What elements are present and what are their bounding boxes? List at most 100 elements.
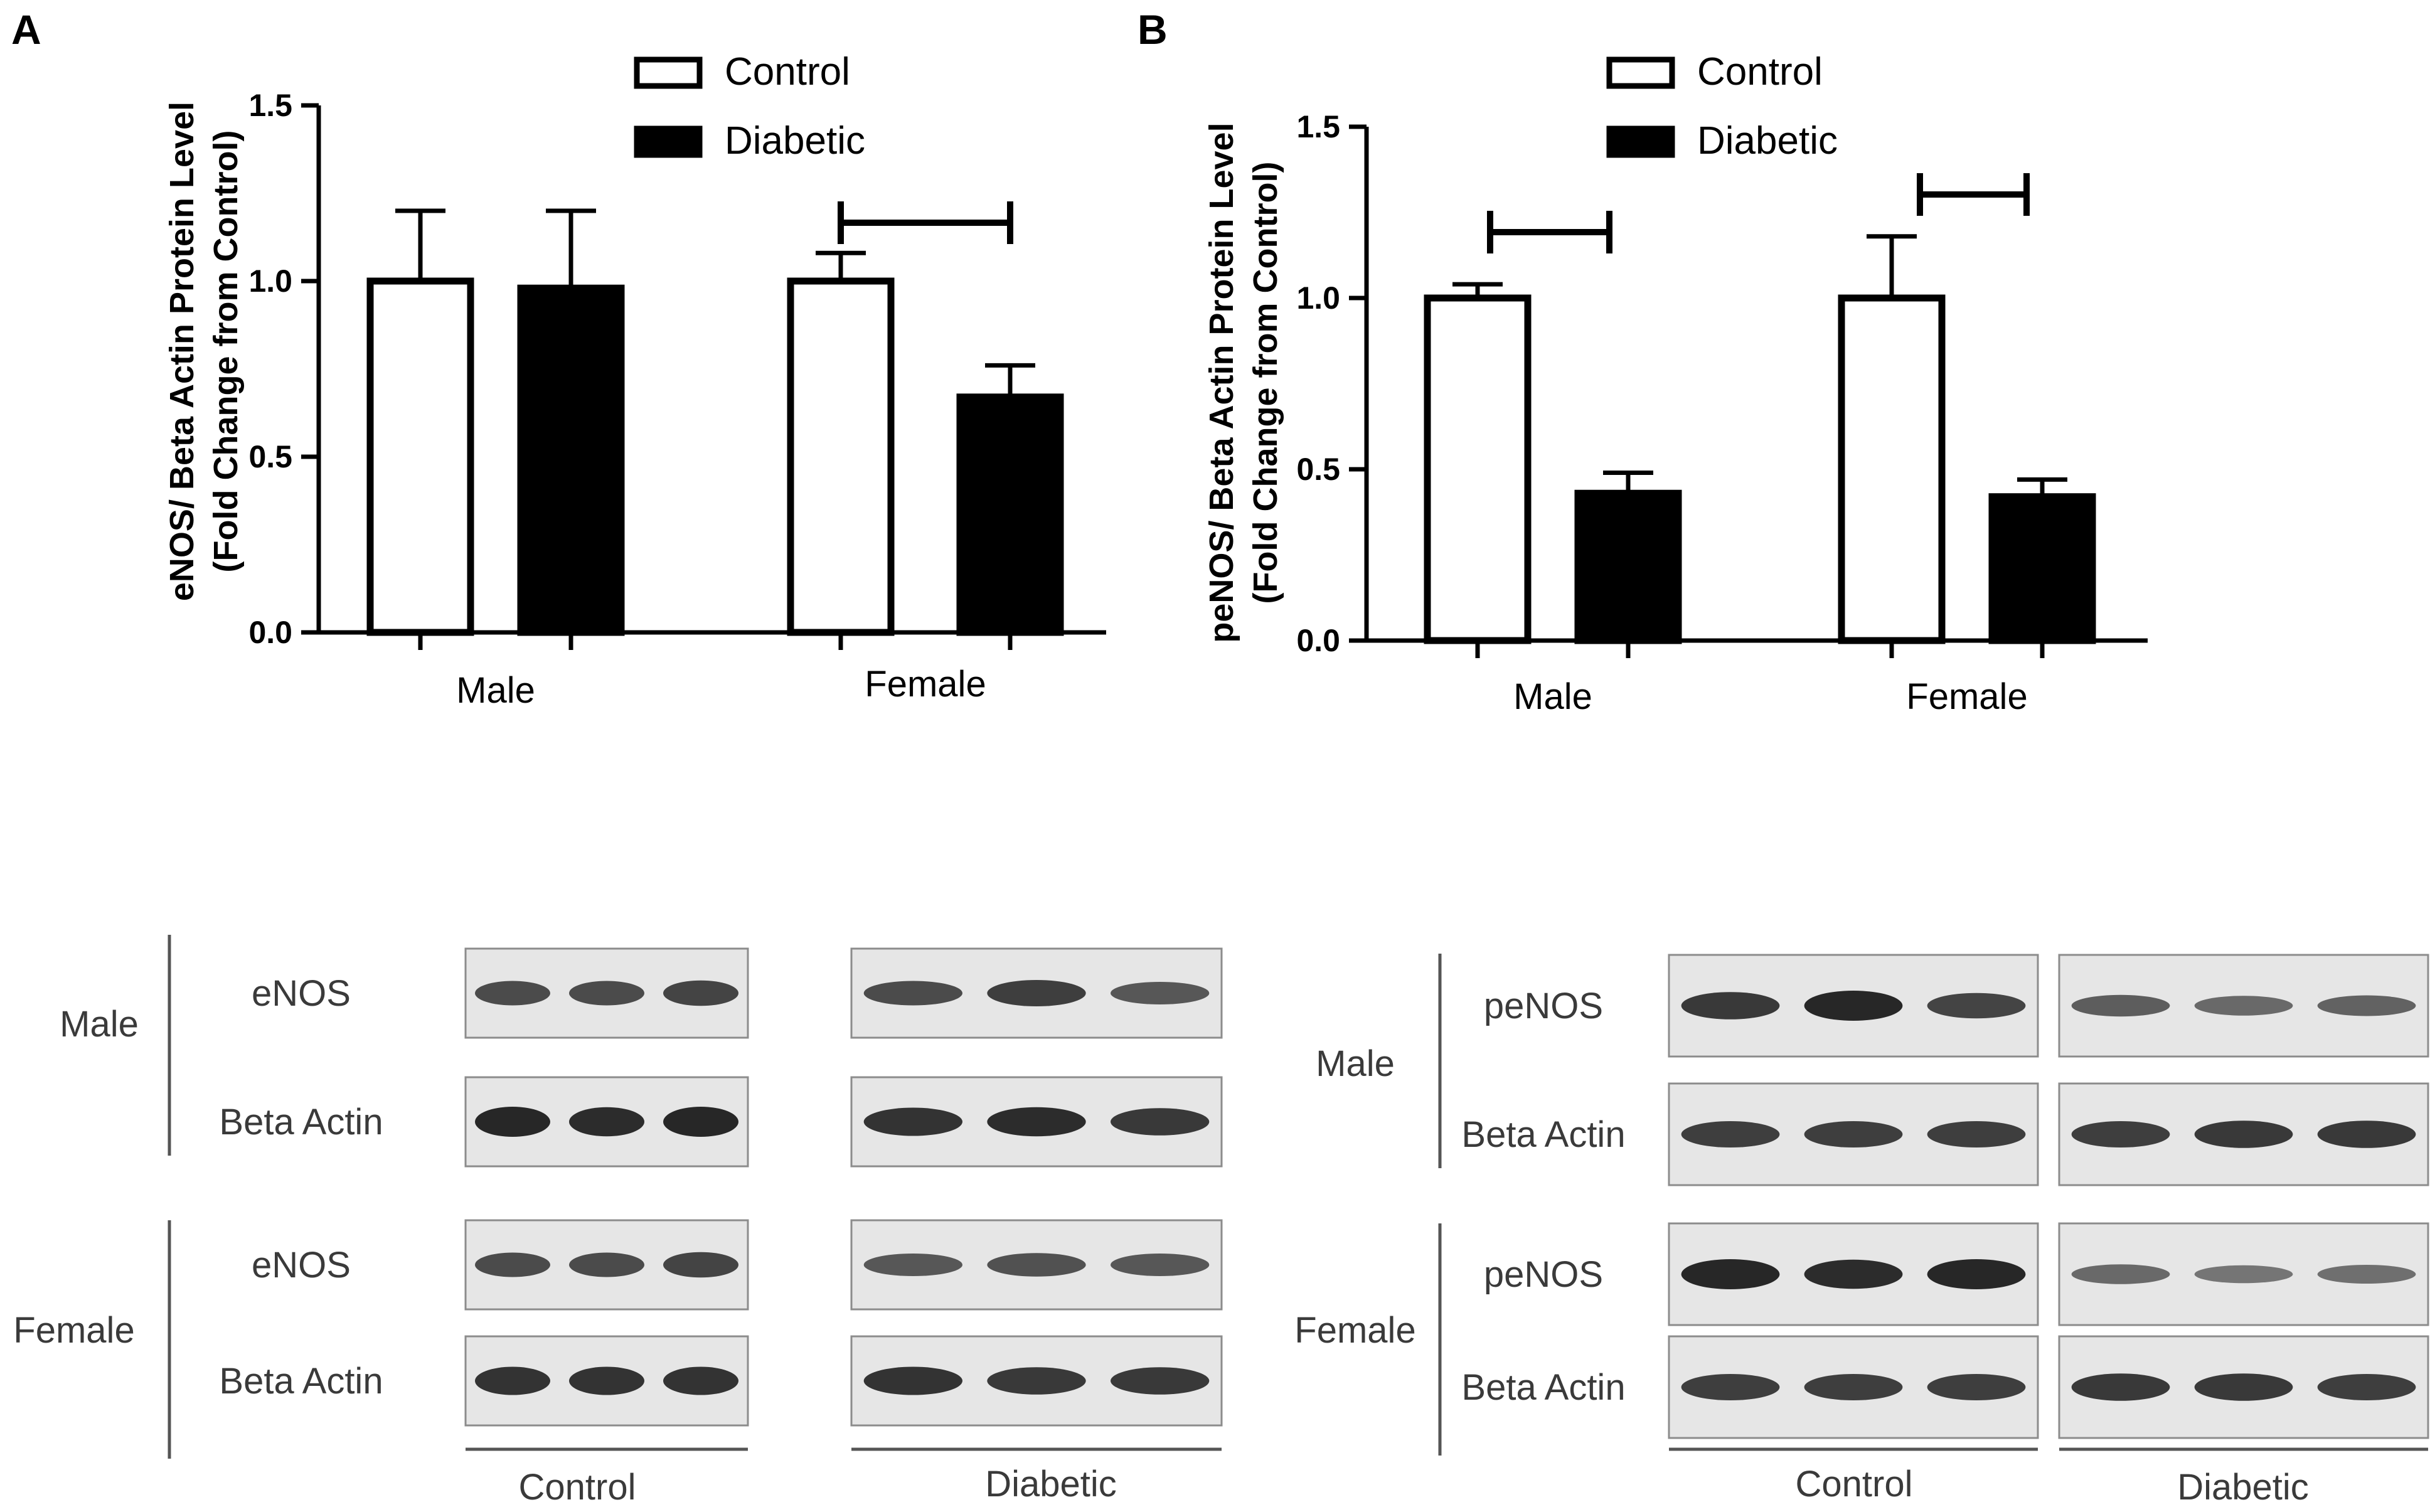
blot-band bbox=[475, 1107, 550, 1137]
blot-band bbox=[2071, 1121, 2170, 1147]
blot-band bbox=[475, 1252, 550, 1277]
blot-band bbox=[663, 1366, 738, 1395]
blot-band bbox=[2317, 1121, 2416, 1148]
blot-sex-label: Female bbox=[1294, 1310, 1415, 1351]
blot-band bbox=[1111, 1254, 1210, 1276]
bar-diabetic-male bbox=[517, 284, 625, 636]
legend-swatch-control bbox=[634, 56, 703, 89]
blot-band bbox=[663, 1107, 738, 1137]
blot-band bbox=[2317, 1265, 2416, 1284]
blot-band bbox=[1111, 982, 1210, 1004]
panel-letter: A bbox=[11, 6, 41, 53]
y-tick-label: 0.5 bbox=[248, 439, 292, 474]
blot-sex-label: Male bbox=[1316, 1043, 1395, 1084]
y-tick-label: 1.0 bbox=[1296, 280, 1340, 316]
blot-band bbox=[2317, 1374, 2416, 1400]
blot-footer-control: Control bbox=[519, 1467, 636, 1508]
western-blot-panel-a: Male eNOS Beta Actin Female eNOS Beta Actin Co… bbox=[13, 935, 1223, 1508]
blot-band bbox=[475, 981, 550, 1006]
blot-band bbox=[1681, 1259, 1780, 1289]
y-axis-title: peNOS/ Beta Actin Protein Level bbox=[1203, 122, 1240, 642]
blot-band bbox=[987, 980, 1086, 1006]
legend-label-control: Control bbox=[1697, 50, 1823, 93]
y-tick-label: 1.0 bbox=[248, 264, 292, 299]
blot-row-label: peNOS bbox=[1484, 986, 1603, 1026]
bar-diabetic-male bbox=[1574, 489, 1682, 644]
bar-control-male bbox=[366, 277, 474, 636]
legend-swatch-diabetic bbox=[1606, 125, 1675, 158]
legend-label-control: Control bbox=[725, 50, 850, 93]
blot-band bbox=[569, 1252, 644, 1277]
blot-band bbox=[2194, 1265, 2293, 1284]
x-category-label: Female bbox=[1906, 676, 2027, 717]
y-axis-title: (Fold Change from Control) bbox=[1247, 162, 1284, 604]
blot-band bbox=[569, 1107, 644, 1137]
blot-band bbox=[1111, 1108, 1210, 1136]
bar-diabetic-female bbox=[956, 393, 1064, 636]
blot-band bbox=[2194, 1373, 2293, 1401]
legend-swatch-control bbox=[1606, 56, 1675, 89]
bar-diabetic-female bbox=[1988, 493, 2096, 644]
legend-label-diabetic: Diabetic bbox=[1697, 119, 1838, 162]
x-category-label: Male bbox=[1513, 676, 1592, 717]
y-axis-title: (Fold Change from Control) bbox=[207, 130, 245, 573]
blot-footer-control: Control bbox=[1796, 1464, 1913, 1504]
blot-footer-diabetic: Diabetic bbox=[2177, 1467, 2309, 1508]
blot-band bbox=[1681, 992, 1780, 1020]
x-category-label: Male bbox=[456, 670, 535, 711]
legend-swatch-diabetic bbox=[634, 125, 703, 158]
blot-band bbox=[2071, 1373, 2170, 1401]
blot-band bbox=[863, 981, 963, 1006]
bar-control-female bbox=[787, 277, 895, 636]
blot-band bbox=[1804, 1374, 1903, 1400]
blot-band bbox=[987, 1107, 1086, 1137]
blot-band bbox=[863, 1254, 963, 1276]
blot-band bbox=[2194, 1121, 2293, 1148]
blot-band bbox=[1681, 1374, 1780, 1400]
blot-band bbox=[987, 1253, 1086, 1277]
panel-letter: B bbox=[1138, 6, 1168, 53]
blot-band bbox=[2071, 994, 2170, 1017]
blot-band bbox=[569, 1366, 644, 1395]
bar-control-female bbox=[1838, 294, 1946, 644]
blot-band bbox=[1111, 1367, 1210, 1395]
blot-band bbox=[2071, 1264, 2170, 1284]
blot-row-label: peNOS bbox=[1484, 1254, 1603, 1295]
y-axis-title: eNOS/ Beta Actin Protein Level bbox=[163, 102, 201, 601]
blot-row-label: eNOS bbox=[252, 1245, 351, 1286]
blot-band bbox=[2194, 996, 2293, 1016]
blot-band bbox=[1681, 1121, 1780, 1147]
blot-band bbox=[1927, 1259, 2026, 1289]
blot-band bbox=[863, 1107, 963, 1136]
blot-band bbox=[1927, 993, 2026, 1019]
blot-band bbox=[987, 1367, 1086, 1395]
blot-band bbox=[569, 981, 644, 1006]
blot-row-label: Beta Actin bbox=[1461, 1114, 1625, 1155]
blot-sex-label: Male bbox=[60, 1004, 139, 1045]
blot-band bbox=[1927, 1121, 2026, 1147]
western-blot-panel-b: Male peNOS Beta Actin Female peNOS Beta Actin… bbox=[1294, 954, 2429, 1508]
y-tick-label: 0.0 bbox=[248, 615, 292, 650]
blot-row-label: eNOS bbox=[252, 973, 351, 1014]
y-tick-label: 1.5 bbox=[1296, 109, 1340, 144]
y-tick-label: 0.0 bbox=[1296, 623, 1340, 658]
blot-band bbox=[1804, 1121, 1903, 1147]
blot-row-label: Beta Actin bbox=[1461, 1367, 1625, 1408]
blot-band bbox=[863, 1366, 963, 1395]
blot-band bbox=[2317, 995, 2416, 1016]
blot-footer-diabetic: Diabetic bbox=[985, 1464, 1117, 1504]
blot-row-label: Beta Actin bbox=[219, 1102, 383, 1142]
blot-row-label: Beta Actin bbox=[219, 1361, 383, 1402]
blot-band bbox=[663, 980, 738, 1006]
blot-band bbox=[1927, 1374, 2026, 1400]
y-tick-label: 1.5 bbox=[248, 88, 292, 123]
y-tick-label: 0.5 bbox=[1296, 452, 1340, 487]
blot-band bbox=[1804, 991, 1903, 1021]
bar-control-male bbox=[1424, 294, 1532, 644]
x-category-label: Female bbox=[865, 664, 986, 705]
blot-band bbox=[663, 1252, 738, 1278]
blot-sex-label: Female bbox=[13, 1310, 134, 1351]
